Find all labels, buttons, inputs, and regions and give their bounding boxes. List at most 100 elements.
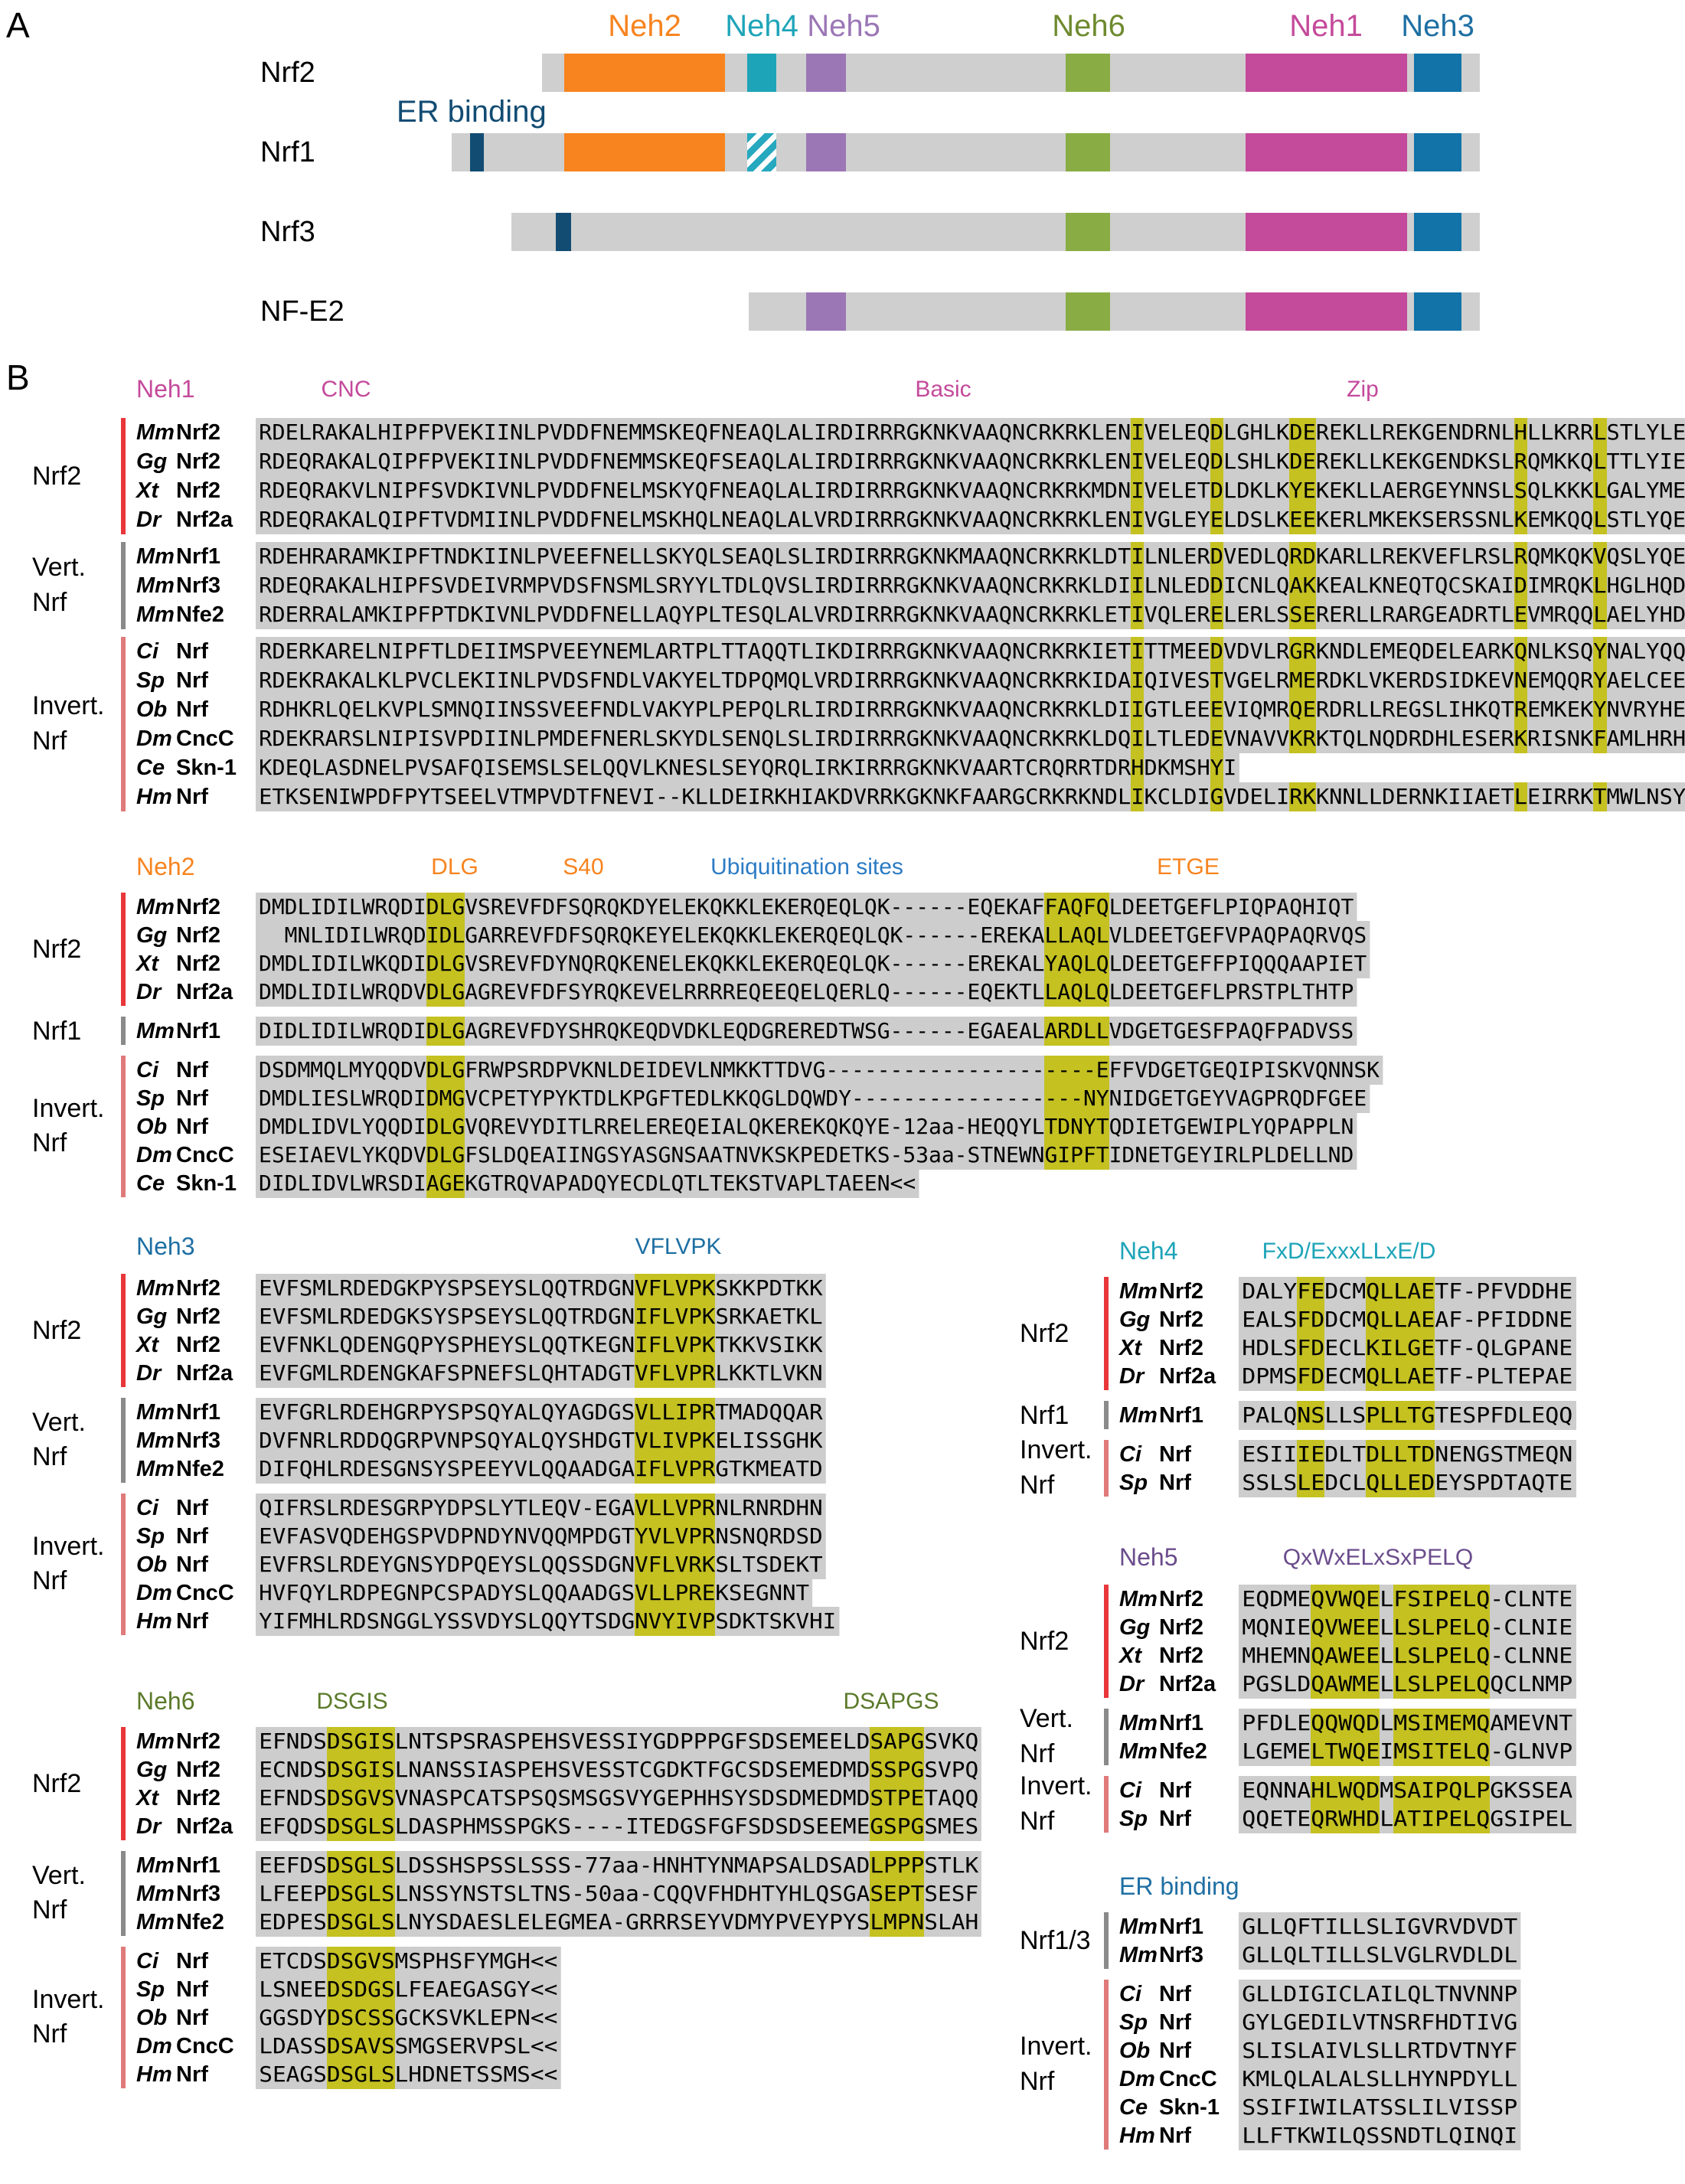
- neh6-group-label: Nrf2: [32, 1769, 82, 1798]
- sequence-text: DMDLIDILWRQDVDLGAGREVFDFSYRQKEVELRRRREQE…: [258, 979, 1354, 1004]
- conserved-residue-highlight: [1311, 1641, 1353, 1670]
- conserved-residue-highlight: [1131, 571, 1145, 600]
- conserved-residue-highlight: [1514, 447, 1527, 476]
- neh2-species-label: Ob Nrf: [136, 1112, 208, 1141]
- neh4-species-label: Ci Nrf: [1119, 1440, 1191, 1469]
- conserved-residue-highlight: [1393, 1776, 1491, 1805]
- neh4-species-label: Mm Nrf1: [1119, 1401, 1203, 1430]
- protein-name: CncC: [176, 1580, 234, 1605]
- species-abbrev: Xt: [1119, 1335, 1141, 1360]
- conserved-residue-highlight: [1297, 1362, 1325, 1391]
- nrf2-neh1-domain: [1246, 54, 1407, 92]
- conserved-residue-highlight: [1352, 1737, 1380, 1766]
- neh6-motif-0: DSGIS: [316, 1689, 388, 1714]
- neh4-group-label: Nrf1: [1020, 1400, 1069, 1430]
- protein-name: Nrf2: [176, 419, 221, 445]
- neh1-sequence-row: RDEQRAKALHIPFSVDEIVRMPVDSFNSMLSRYYLTDLQV…: [256, 571, 1685, 600]
- conserved-residue-highlight: [1593, 476, 1607, 505]
- conserved-residue-highlight: [1421, 1305, 1435, 1334]
- neh6-motif-1: DSAPGS: [843, 1689, 939, 1714]
- conserved-residue-highlight: [870, 1851, 925, 1880]
- neh3-species-label: Mm Nrf3: [136, 1426, 220, 1455]
- conserved-residue-highlight: [1131, 447, 1145, 476]
- neh2-species-label: Mm Nrf2: [136, 893, 220, 922]
- neh1-species-label: Ci Nrf: [136, 637, 208, 666]
- sequence-text: GLLQFTILLSLIGVRVDVDT: [1242, 1914, 1518, 1939]
- species-abbrev: Mm: [1119, 1914, 1158, 1939]
- conserved-residue-highlight: [1131, 782, 1145, 811]
- neh1-group-label: Nrf2: [32, 462, 82, 491]
- group-bracket-line: [1104, 1277, 1109, 1390]
- neh3-sequence-row: EVFGRLRDEHGRPYSPSQYALQYAGDGSVLLIPRTMADQQ…: [256, 1398, 826, 1427]
- protein-name: Nrf1: [176, 544, 221, 569]
- sequence-text: MNLIDILWRQDIDLGARREVFDFSQRQKEYELEKQKKLEK…: [258, 922, 1367, 948]
- protein-name: Nrf2a: [176, 507, 233, 532]
- neh3-species-label: Mm Nrf2: [136, 1274, 220, 1303]
- conserved-residue-highlight: [1289, 637, 1316, 666]
- sequence-text: DMDLIDVLYQQDIDLGVQREVYDITLRRELEREQEIALQK…: [258, 1114, 1354, 1139]
- neh1-species-label: Sp Nrf: [136, 666, 208, 695]
- sequence-text: LDASSDSAVSSMGSERVPSL<<: [259, 2033, 558, 2058]
- nrf1-neh5-domain: [806, 133, 846, 171]
- er-section-title: ER binding: [1119, 1872, 1239, 1900]
- protein-name: Nrf2: [176, 1332, 221, 1357]
- species-abbrev: Xt: [1119, 1643, 1141, 1668]
- protein-name: Nrf: [176, 1552, 208, 1577]
- neh1-sequence-row: RDEHRARAMKIPFTNDKIINLPVEEFNELLSKYQLSEAQL…: [256, 542, 1685, 571]
- conserved-residue-highlight: [1311, 1804, 1353, 1833]
- neh2-motif-1: S40: [563, 854, 604, 880]
- conserved-residue-highlight: [635, 1454, 716, 1484]
- neh2-motif-0: DLG: [431, 854, 478, 880]
- er-species-label: Mm Nrf1: [1119, 1912, 1203, 1941]
- neh5-group-label: Invert. Nrf: [1020, 1771, 1092, 1836]
- protein-name: Nrf2: [176, 951, 221, 976]
- conserved-residue-highlight: [326, 1975, 395, 2004]
- sequence-text: EVFSMLRDEDGKPYSPSEYSLQQTRDGNVFLVPKSKKPDT…: [259, 1275, 823, 1301]
- species-abbrev: Mm: [136, 1909, 175, 1934]
- protein-name: Nrf: [176, 784, 208, 809]
- conserved-residue-highlight: [1593, 600, 1607, 629]
- conserved-residue-highlight: [1289, 782, 1316, 811]
- conserved-residue-highlight: [1297, 1334, 1325, 1363]
- species-abbrev: Ci: [1119, 1778, 1141, 1803]
- conserved-residue-highlight: [326, 1727, 395, 1756]
- conserved-residue-highlight: [870, 1727, 925, 1756]
- protein-name: Nrf2: [176, 1729, 221, 1754]
- neh6-group-label: Vert. Nrf: [32, 1860, 86, 1925]
- protein-name: Nrf: [176, 2005, 208, 2030]
- protein-name: Nfe2: [1159, 1738, 1207, 1764]
- protein-label-nrf2: Nrf2: [260, 57, 315, 89]
- sequence-text: RDEKRAKALKLPVCLEKIINLPVDSFNDLVAKYELTDPQM…: [259, 668, 1685, 693]
- species-abbrev: Gg: [136, 1304, 168, 1329]
- neh1-sequence-row: KDEQLASDNELPVSAFQISEMSLSELQQVLKNESLSEYQR…: [256, 753, 1240, 782]
- er-species-label: Mm Nrf3: [1119, 1941, 1203, 1970]
- conserved-residue-highlight: [1421, 1277, 1435, 1306]
- neh2-species-label: Ce Skn-1: [136, 1169, 237, 1198]
- er-sequence-row: GLLDIGICLAILQLTNVNNP: [1239, 1980, 1521, 2009]
- conserved-residue-highlight: [1514, 782, 1527, 811]
- conserved-residue-highlight: [326, 1784, 395, 1813]
- conserved-residue-highlight: [635, 1302, 716, 1331]
- species-abbrev: Mm: [1119, 1710, 1158, 1735]
- protein-name: Nrf: [176, 697, 208, 722]
- sequence-text: DIDLIDILWRQDIDLGAGREVFDYSHRQKEQDVDKLEQDG…: [258, 1018, 1354, 1043]
- protein-name: Nrf: [176, 1977, 208, 2002]
- protein-name: Nrf: [1159, 2009, 1191, 2035]
- conserved-residue-highlight: [1421, 1334, 1435, 1363]
- species-abbrev: Ci: [136, 1948, 158, 1973]
- species-abbrev: Ci: [136, 1057, 158, 1082]
- species-abbrev: Mm: [1119, 1738, 1158, 1764]
- conserved-residue-highlight: [1514, 476, 1527, 505]
- neh6-species-label: Mm Nfe2: [136, 1908, 224, 1937]
- species-abbrev: Mm: [136, 894, 175, 919]
- species-abbrev: Gg: [136, 1757, 168, 1782]
- conserved-residue-highlight: [1297, 1277, 1325, 1306]
- conserved-residue-highlight: [1514, 418, 1527, 447]
- neh1-sequence-row: RDERKARELNIPFTLDEIIMSPVEEYNEMLARTPLTTAQQ…: [256, 637, 1685, 666]
- neh6-species-label: Dr Nrf2a: [136, 1812, 233, 1841]
- neh5-group-label: Vert. Nrf: [1020, 1704, 1073, 1768]
- neh1-sequence-row: RDEQRAKALQIPFPVEKIINLPVDDFNEMMSKEQFSEAQL…: [256, 447, 1685, 476]
- conserved-residue-highlight: [1366, 1277, 1422, 1306]
- neh2-section-title: Neh2: [136, 853, 195, 880]
- neh4-species-label: Mm Nrf2: [1119, 1277, 1203, 1306]
